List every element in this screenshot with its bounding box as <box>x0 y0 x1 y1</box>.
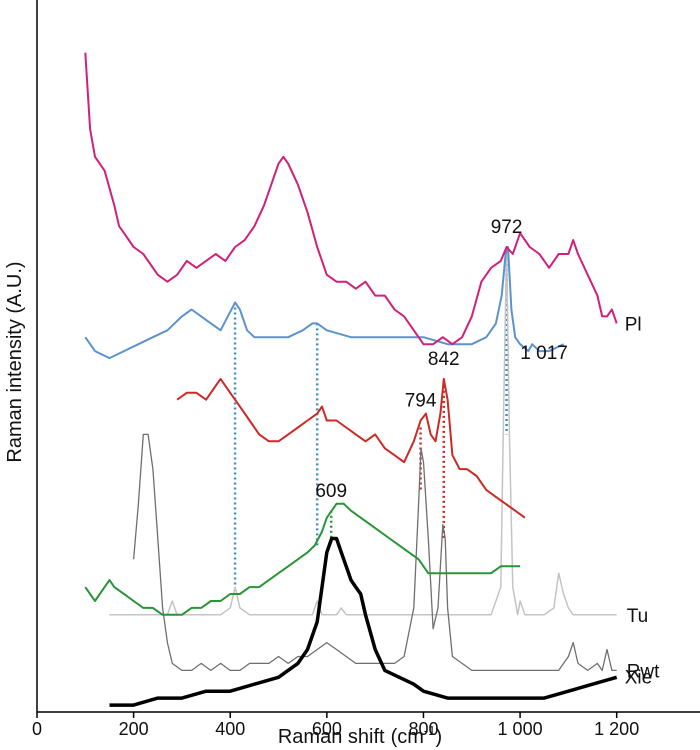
series-xie-line <box>109 536 618 707</box>
x-axis-label-close: ) <box>435 726 442 748</box>
peak-label-972: 972 <box>491 217 523 238</box>
x-tick-label-1200: 1 200 <box>594 719 639 739</box>
x-tick-label-200: 200 <box>119 719 149 739</box>
x-axis-label-unit: (cm <box>391 726 424 748</box>
series-pl-line <box>84 52 618 346</box>
series-label-rwt: Rwt <box>627 661 660 682</box>
x-tick-label-600: 600 <box>312 719 342 739</box>
x-ticks: 0 200 400 600 800 1 000 1 200 <box>32 712 639 739</box>
x-axis-label-sup: -1 <box>424 723 436 738</box>
series-group <box>84 52 618 707</box>
dotted-guides <box>233 253 508 588</box>
annotations: 972 794 842 609 <box>315 217 522 502</box>
x-axis-label-main: Raman shift <box>278 726 385 748</box>
x-tick-label-400: 400 <box>215 719 245 739</box>
x-axis-label: Raman shift (cm-1) <box>278 723 442 748</box>
peak-label-794: 794 <box>405 391 437 412</box>
series-label-xie: Xie <box>625 667 652 688</box>
series-label-tu: Tu <box>627 606 648 627</box>
series-tu-line <box>109 246 617 616</box>
series-green-line <box>84 502 521 616</box>
peak-label-842: 842 <box>428 349 460 370</box>
y-axis-label: Raman intensity (A.U.) <box>4 261 26 462</box>
series-label-blue: 1 017 <box>520 343 568 364</box>
series-rwt-line <box>132 433 617 672</box>
x-tick-label-800: 800 <box>408 719 438 739</box>
x-tick-label-1000: 1 000 <box>498 719 543 739</box>
series-blue-line <box>84 246 565 360</box>
series-labels: Pl 1 017 Rwt Tu Xie <box>520 314 660 688</box>
axes <box>36 0 700 713</box>
peak-label-609: 609 <box>315 481 347 502</box>
x-tick-label-0: 0 <box>32 719 42 739</box>
series-label-pl: Pl <box>625 314 642 335</box>
series-red-line <box>176 377 526 519</box>
